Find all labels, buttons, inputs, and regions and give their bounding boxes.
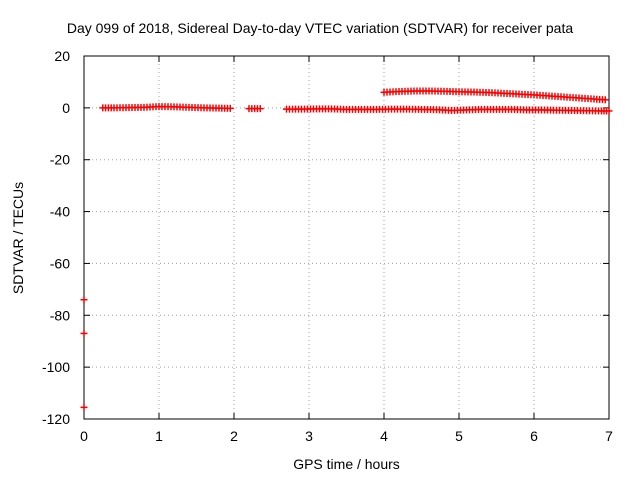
y-tick-label: -120 — [42, 411, 70, 427]
x-tick-label: 6 — [530, 428, 538, 444]
axis-ticks: 0 1 2 3 4 5 6 7 20 0 -20 -40 -60 -80 -100 -120 — [42, 48, 613, 444]
grid — [84, 56, 609, 419]
plot-frame — [83, 55, 610, 420]
y-tick-label: -60 — [50, 255, 70, 271]
y-tick-label: 20 — [54, 48, 70, 64]
y-tick-label: -20 — [50, 152, 70, 168]
data-points — [80, 87, 613, 411]
data-point — [256, 105, 264, 113]
x-tick-label: 2 — [230, 428, 238, 444]
y-tick-label: 0 — [62, 100, 70, 116]
data-point — [605, 107, 613, 115]
y-tick-label: -100 — [42, 359, 70, 375]
data-point — [80, 403, 88, 411]
x-tick-label: 3 — [305, 428, 313, 444]
data-point — [80, 296, 88, 304]
y-tick-label: -40 — [50, 204, 70, 220]
y-tick-label: -80 — [50, 307, 70, 323]
x-axis-label: GPS time / hours — [293, 456, 400, 472]
x-tick-label: 4 — [380, 428, 388, 444]
x-tick-label: 7 — [605, 428, 613, 444]
chart-title: Day 099 of 2018, Sidereal Day-to-day VTE… — [66, 20, 574, 36]
data-point — [80, 329, 88, 337]
x-tick-label: 5 — [455, 428, 463, 444]
x-tick-label: 1 — [155, 428, 163, 444]
data-point — [601, 96, 609, 104]
y-axis-label: SDTVAR / TECUs — [10, 181, 26, 295]
x-tick-label: 0 — [80, 428, 88, 444]
data-point — [226, 104, 234, 112]
